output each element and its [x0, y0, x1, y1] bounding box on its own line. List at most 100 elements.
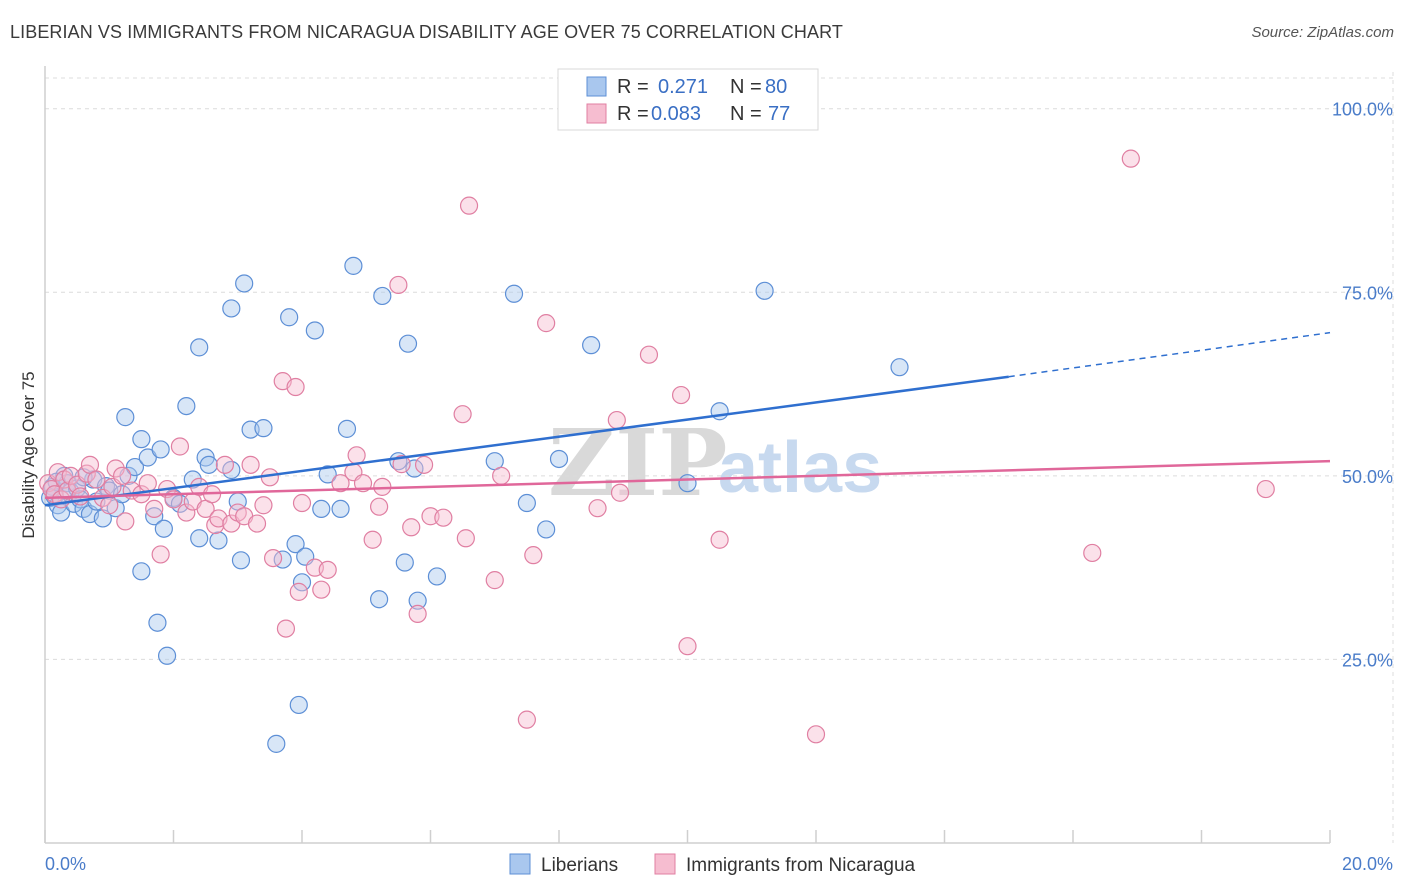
x-tick-label-max: 20.0%	[1342, 854, 1393, 874]
legend-n-value-2: 77	[768, 103, 790, 125]
liberians-trend-line	[44, 375, 1009, 507]
liberians-point	[395, 553, 414, 572]
x-tick-label-min: 0.0%	[45, 854, 86, 874]
nicaragua-point	[370, 497, 389, 516]
liberians-point	[312, 499, 331, 518]
legend-swatch-blue	[586, 76, 607, 97]
liberians-point	[273, 550, 292, 569]
liberians-point	[199, 455, 218, 474]
legend-swatch-pink	[586, 103, 607, 124]
nicaragua-point	[524, 546, 543, 565]
nicaragua-point	[318, 560, 337, 579]
nicaragua-point	[610, 483, 630, 502]
liberians-point	[549, 449, 569, 469]
axes	[44, 66, 1331, 844]
bottom-legend-swatch-blue	[509, 853, 531, 875]
nicaragua-point	[806, 725, 826, 744]
nicaragua-point	[292, 493, 312, 513]
liberians-point	[254, 419, 273, 438]
liberians-point	[582, 336, 601, 355]
liberians-point	[678, 474, 697, 493]
nicaragua-point	[254, 496, 273, 515]
liberians-point	[337, 419, 357, 438]
liberians-point	[267, 734, 286, 753]
nicaragua-point	[363, 530, 382, 549]
liberians-point	[373, 286, 392, 306]
legend: R = 0.271 N = 80 R = 0.083 N = 77	[557, 68, 819, 131]
chart-title: LIBERIAN VS IMMIGRANTS FROM NICARAGUA DI…	[10, 22, 843, 42]
y-tick-label: 100.0%	[1332, 100, 1393, 120]
liberians-point	[148, 613, 167, 632]
nicaragua-point	[312, 580, 331, 599]
liberians-trend-extension	[1008, 331, 1331, 378]
nicaragua-point	[286, 377, 305, 397]
nicaragua-point	[276, 619, 296, 638]
nicaragua-point	[392, 455, 411, 474]
liberians-point	[537, 520, 556, 539]
nicaragua-point	[145, 499, 164, 518]
legend-r-value-2: 0.083	[651, 103, 701, 125]
nicaragua-point	[434, 508, 453, 527]
liberians-point	[280, 308, 299, 327]
liberians-point	[157, 646, 177, 665]
y-tick-label: 25.0%	[1342, 650, 1393, 670]
nicaragua-point	[138, 474, 157, 493]
liberians-point	[517, 493, 536, 513]
liberians-point	[890, 358, 909, 377]
nicaragua-point	[389, 275, 408, 295]
nicaragua-point	[260, 468, 279, 487]
liberians-point	[154, 519, 173, 538]
nicaragua-point	[1256, 479, 1275, 499]
nicaragua-point	[116, 512, 135, 531]
bottom-legend: Liberians Immigrants from Nicaragua	[509, 853, 916, 876]
legend-r-value-1: 0.271	[658, 76, 708, 98]
legend-n-value-1: 80	[765, 76, 787, 98]
nicaragua-point	[87, 470, 106, 489]
liberians-point	[145, 507, 164, 526]
source-label: Source: ZipAtlas.com	[1251, 24, 1394, 41]
trend-lines	[44, 331, 1331, 507]
nicaragua-point	[247, 514, 267, 533]
nicaragua-point	[408, 604, 427, 624]
nicaragua-point	[607, 410, 626, 430]
nicaragua-point	[289, 582, 308, 601]
liberians-point	[305, 321, 324, 340]
liberians-point	[116, 408, 135, 427]
nicaragua-point	[710, 530, 729, 549]
nicaragua-point	[1121, 149, 1140, 168]
liberians-point	[132, 430, 151, 449]
liberians-point	[125, 457, 145, 477]
liberians-point	[222, 299, 241, 318]
nicaragua-point	[106, 459, 125, 478]
nicaragua-point	[459, 196, 479, 215]
watermark-atlas: atlas	[718, 428, 882, 508]
nicaragua-point	[678, 637, 697, 656]
liberians-point	[318, 465, 337, 484]
liberians-point	[235, 274, 254, 293]
liberians-point	[190, 529, 209, 548]
nicaragua-point	[588, 499, 607, 518]
legend-r-label-1: R =	[617, 76, 649, 98]
nicaragua-point	[402, 518, 421, 537]
nicaragua-point	[671, 385, 691, 405]
y-tick-label: 50.0%	[1342, 467, 1393, 487]
liberians-point	[755, 281, 774, 300]
nicaragua-point	[456, 529, 475, 548]
nicaragua-point	[241, 455, 260, 474]
nicaragua-point	[1083, 543, 1102, 563]
nicaragua-point	[215, 455, 234, 474]
y-tick-labels: 25.0% 50.0% 75.0% 100.0%	[1332, 100, 1393, 671]
liberians-point	[151, 440, 170, 459]
nicaragua-point	[151, 545, 170, 564]
y-axis-label: Disability Age Over 75	[19, 371, 38, 538]
legend-n-label-1: N =	[730, 76, 762, 98]
legend-r-label-2: R =	[617, 103, 649, 125]
bottom-legend-swatch-pink	[654, 853, 676, 875]
liberians-point	[209, 531, 228, 550]
nicaragua-point	[639, 345, 659, 364]
nicaragua-point	[331, 474, 350, 493]
nicaragua-trend-line	[44, 459, 1331, 500]
nicaragua-point	[517, 710, 536, 729]
nicaragua-point	[347, 446, 366, 465]
bottom-legend-liberians: Liberians	[541, 855, 618, 876]
